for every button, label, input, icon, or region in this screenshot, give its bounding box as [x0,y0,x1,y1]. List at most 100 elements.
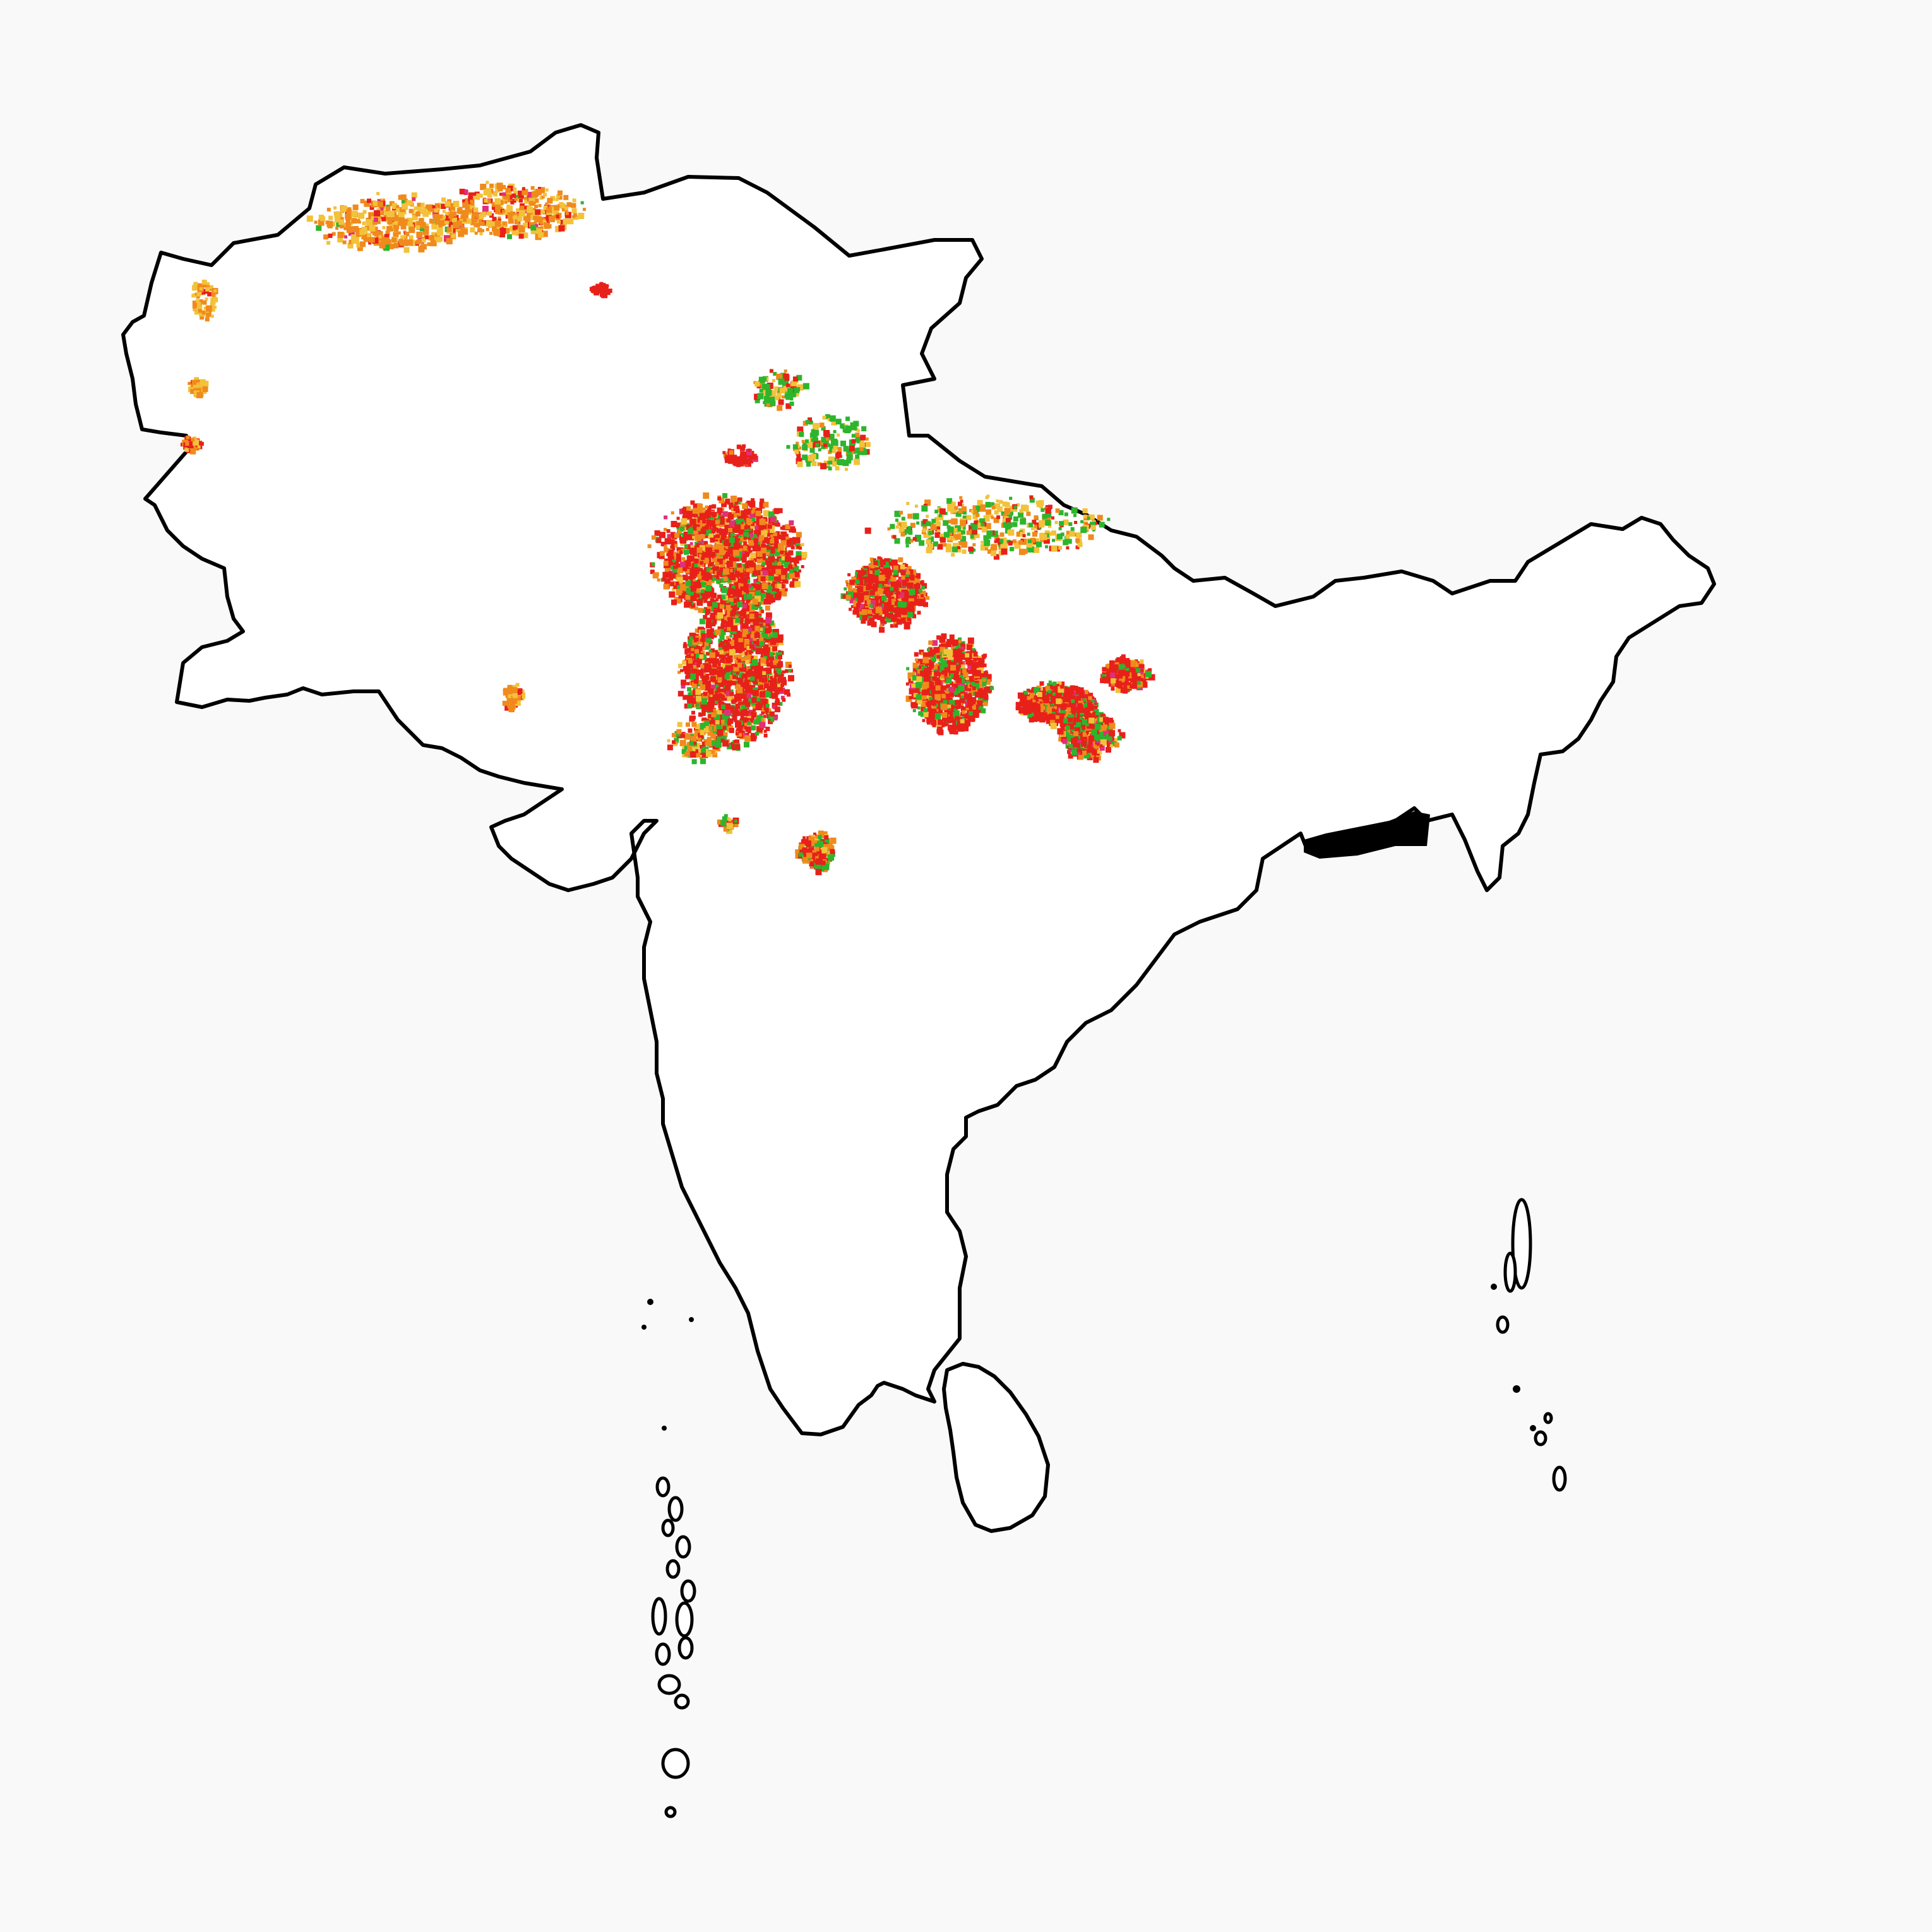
land-cover-cell [751,522,755,527]
land-cover-cell [909,601,915,607]
land-cover-cell [720,641,725,646]
land-cover-cell [766,538,772,544]
land-cover-cell [747,721,751,725]
land-cover-cell [676,589,683,595]
land-cover-cell [1117,736,1122,741]
land-cover-cell [718,511,722,515]
land-cover-cell [734,660,738,664]
land-cover-cell [763,644,769,650]
land-cover-cell [1088,730,1094,736]
land-cover-cell [772,520,778,527]
land-cover-cell [709,720,713,724]
land-cover-cell [880,559,886,565]
land-cover-cell [701,593,708,600]
land-cover-cell [698,681,703,685]
land-cover-cell [730,556,734,560]
land-cover-cell [738,728,743,733]
land-cover-cell [737,563,742,568]
land-cover-cell [1027,712,1034,719]
land-cover-cell [696,593,700,598]
land-cover-cell [699,654,704,659]
land-cover-cell [722,678,728,684]
land-cover-cell [697,669,704,676]
land-cover-cell [713,713,720,720]
land-cover-cell [683,641,687,645]
land-cover-cell [684,703,689,709]
land-cover-cell [976,657,982,663]
land-cover-cell [853,604,857,608]
land-cover-cell [720,683,724,688]
land-cover-cell [754,595,761,602]
land-cover-cell [957,720,962,726]
land-cover-cell [1072,698,1078,703]
land-cover-cell [962,710,966,714]
land-cover-cell [709,695,712,698]
land-cover-cell [872,578,876,583]
land-cover-cell [864,595,869,600]
land-cover-cell [881,595,887,601]
land-cover-cell [955,700,960,705]
land-cover-cell [922,657,929,664]
land-cover-cell [1077,703,1083,709]
land-cover-cell [735,721,741,728]
land-cover-cell [742,573,748,579]
land-cover-cell [756,516,761,522]
land-cover-cell [693,558,699,564]
land-cover-cell [774,707,780,713]
land-cover-cell [733,505,739,511]
land-cover-cell [938,686,945,692]
land-cover-cell [767,542,772,547]
land-cover-cell [1092,750,1097,756]
land-cover-cell [705,525,710,530]
land-cover-cell [883,587,887,590]
land-cover-cell [754,676,758,680]
land-cover-cell [729,649,736,656]
land-cover-cell [921,706,926,712]
land-cover-cell [1067,703,1072,708]
land-cover-cell [760,628,763,631]
land-cover-cell [739,586,744,590]
land-cover-cell [857,604,864,611]
land-cover-cell [885,594,889,598]
land-cover-cell [1088,696,1092,700]
land-cover-cell [749,513,755,519]
land-cover-cell [1087,701,1093,707]
land-cover-cell [693,679,698,684]
land-cover-cell [1093,702,1099,708]
land-cover-cell [981,654,986,659]
land-cover-cell [934,671,939,676]
land-cover-cell [727,574,732,578]
land-cover-cell [871,569,876,574]
land-cover-cell [741,557,747,563]
land-cover-cell [1053,706,1057,710]
land-cover-cell [920,693,927,700]
land-cover-cell [1066,707,1071,712]
land-cover-cell [775,700,780,706]
land-cover-cell [760,558,766,564]
land-cover-cell [883,591,886,595]
land-cover-cell [889,611,893,614]
land-cover-cell [941,703,947,710]
land-cover-cell [1029,703,1034,708]
land-cover-cell [777,534,782,539]
land-cover-cell [730,625,737,632]
land-cover-cell [714,652,720,657]
land-cover-cell [862,570,867,575]
land-cover-cell [916,699,922,705]
land-cover-cell [928,708,933,713]
land-cover-cell [693,572,698,577]
land-cover-cell [774,673,778,677]
land-cover-cell [902,617,909,624]
land-cover-cell [894,601,899,606]
land-cover-cell [794,566,799,571]
land-cover-cell [1097,749,1102,755]
land-cover-cell [914,675,918,679]
land-cover-cell [932,688,936,693]
land-cover-cell [893,607,898,613]
land-cover-cell [754,626,760,631]
land-cover-cell [787,675,794,682]
land-cover-cell [868,574,874,580]
land-cover-cell [921,652,924,655]
land-cover-cell [1019,693,1023,698]
land-cover-cell [1022,706,1028,712]
